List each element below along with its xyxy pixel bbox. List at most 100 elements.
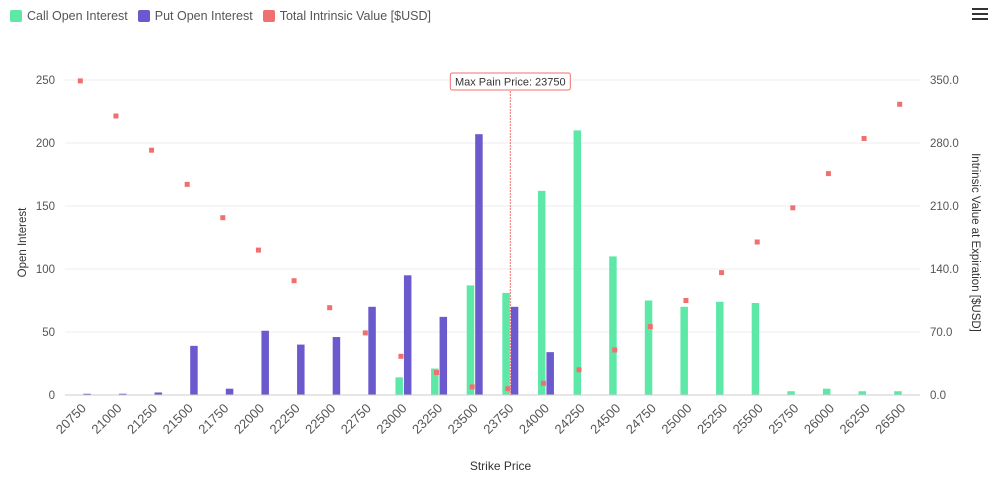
intrinsic-value-point bbox=[77, 78, 83, 84]
call-bar bbox=[787, 391, 795, 395]
intrinsic-value-point bbox=[220, 215, 226, 221]
call-bar bbox=[431, 368, 439, 395]
intrinsic-value-point bbox=[612, 347, 618, 353]
x-tick-label: 25500 bbox=[730, 401, 766, 437]
legend-swatch-put bbox=[137, 10, 150, 22]
put-bar bbox=[439, 316, 448, 395]
legend-label-intrinsic: Total Intrinsic Value [$USD] bbox=[279, 9, 431, 23]
y-tick-label: 150 bbox=[36, 201, 55, 213]
intrinsic-value-point bbox=[683, 298, 689, 303]
y-tick-label: 200 bbox=[36, 138, 55, 150]
x-tick-label: 20750 bbox=[53, 401, 89, 437]
max-pain-label: Max Pain Price: 23750 bbox=[455, 77, 566, 89]
x-tick-label: 23500 bbox=[445, 401, 481, 437]
call-bar bbox=[537, 190, 546, 395]
intrinsic-value-point bbox=[255, 247, 261, 253]
put-bar bbox=[403, 275, 412, 395]
x-tick-label: 23000 bbox=[373, 401, 409, 437]
max-pain-label-box bbox=[449, 72, 571, 91]
legend-item-total-intrinsic-value[interactable]: Total Intrinsic Value [$USD] bbox=[262, 9, 431, 23]
x-tick-label: 25750 bbox=[765, 401, 801, 437]
call-bar bbox=[680, 306, 688, 395]
y2-axis-title: Intrinsic Value at Expiration [$USD] bbox=[969, 153, 981, 332]
x-tick-label: 21000 bbox=[88, 401, 124, 437]
x-tick-label: 23750 bbox=[480, 401, 516, 437]
intrinsic-value-point bbox=[291, 278, 297, 284]
put-bar bbox=[332, 337, 341, 395]
intrinsic-value-point bbox=[505, 386, 511, 392]
put-bar bbox=[83, 393, 91, 395]
call-bar bbox=[466, 285, 475, 395]
call-bar bbox=[395, 377, 403, 395]
put-bar bbox=[510, 306, 519, 395]
y-tick-label: 0 bbox=[49, 390, 55, 402]
intrinsic-value-point bbox=[149, 147, 155, 153]
legend-item-call-open-interest[interactable]: Call Open Interest bbox=[10, 9, 128, 23]
x-axis-title: Strike Price bbox=[470, 459, 532, 473]
x-tick-label: 26250 bbox=[837, 401, 873, 437]
intrinsic-value-point bbox=[825, 171, 831, 177]
x-tick-label: 26000 bbox=[801, 401, 837, 437]
put-bar bbox=[154, 392, 163, 395]
intrinsic-value-point bbox=[362, 330, 368, 336]
y-tick-label: 250 bbox=[36, 75, 55, 87]
x-tick-label: 25250 bbox=[694, 401, 730, 437]
put-bar bbox=[225, 388, 234, 395]
intrinsic-value-point bbox=[647, 324, 653, 330]
y2-tick-label: 140.0 bbox=[930, 264, 959, 276]
hamburger-menu-icon[interactable] bbox=[972, 8, 988, 22]
legend-label-call: Call Open Interest bbox=[27, 9, 128, 23]
call-bar bbox=[822, 388, 831, 395]
intrinsic-value-point bbox=[434, 370, 440, 375]
intrinsic-value-point bbox=[790, 205, 796, 211]
call-bar bbox=[609, 256, 617, 395]
call-bar bbox=[502, 292, 510, 395]
put-bar bbox=[297, 344, 305, 395]
y-tick-label: 100 bbox=[36, 264, 55, 276]
x-tick-label: 25000 bbox=[658, 401, 694, 437]
intrinsic-value-point bbox=[897, 101, 903, 107]
x-tick-label: 21750 bbox=[195, 401, 231, 437]
x-tick-label: 24500 bbox=[587, 401, 623, 437]
legend-label-put: Put Open Interest bbox=[154, 9, 253, 23]
y2-tick-label: 280.0 bbox=[930, 138, 959, 150]
intrinsic-value-point bbox=[719, 270, 725, 276]
x-tick-label: 22750 bbox=[338, 401, 374, 437]
intrinsic-value-point bbox=[398, 353, 404, 359]
intrinsic-value-point bbox=[754, 239, 760, 245]
call-bar bbox=[716, 301, 724, 395]
x-tick-label: 26500 bbox=[872, 401, 908, 437]
x-tick-label: 21500 bbox=[160, 401, 196, 437]
y2-tick-label: 210.0 bbox=[930, 201, 959, 213]
x-tick-label: 23250 bbox=[409, 401, 445, 437]
put-bar bbox=[261, 330, 269, 395]
intrinsic-value-point bbox=[469, 384, 475, 390]
x-tick-label: 21250 bbox=[124, 401, 160, 437]
x-tick-label: 24250 bbox=[552, 401, 588, 437]
call-bar bbox=[894, 391, 902, 395]
x-tick-label: 24000 bbox=[516, 401, 552, 437]
put-bar bbox=[368, 306, 376, 395]
put-bar bbox=[475, 134, 483, 395]
call-bar bbox=[644, 300, 653, 395]
call-bar bbox=[573, 130, 582, 395]
y2-tick-label: 70.0 bbox=[930, 327, 952, 339]
call-bar bbox=[858, 391, 867, 395]
x-tick-label: 22250 bbox=[267, 401, 303, 437]
legend-item-put-open-interest[interactable]: Put Open Interest bbox=[137, 9, 253, 23]
x-tick-label: 24750 bbox=[623, 401, 659, 437]
y-tick-label: 50 bbox=[42, 327, 55, 339]
y-axis-title: Open Interest bbox=[17, 207, 29, 277]
put-bar bbox=[190, 345, 198, 395]
put-bar bbox=[118, 393, 127, 395]
intrinsic-value-point bbox=[576, 367, 582, 373]
x-tick-label: 22500 bbox=[302, 401, 338, 437]
intrinsic-value-point bbox=[540, 380, 546, 386]
intrinsic-value-point bbox=[861, 136, 867, 141]
put-bar bbox=[546, 352, 554, 395]
y2-tick-label: 350.0 bbox=[930, 75, 959, 87]
legend-swatch-intrinsic bbox=[262, 10, 275, 22]
x-tick-label: 22000 bbox=[231, 401, 267, 437]
chart-legend: Call Open Interest Put Open Interest Tot… bbox=[10, 9, 431, 23]
